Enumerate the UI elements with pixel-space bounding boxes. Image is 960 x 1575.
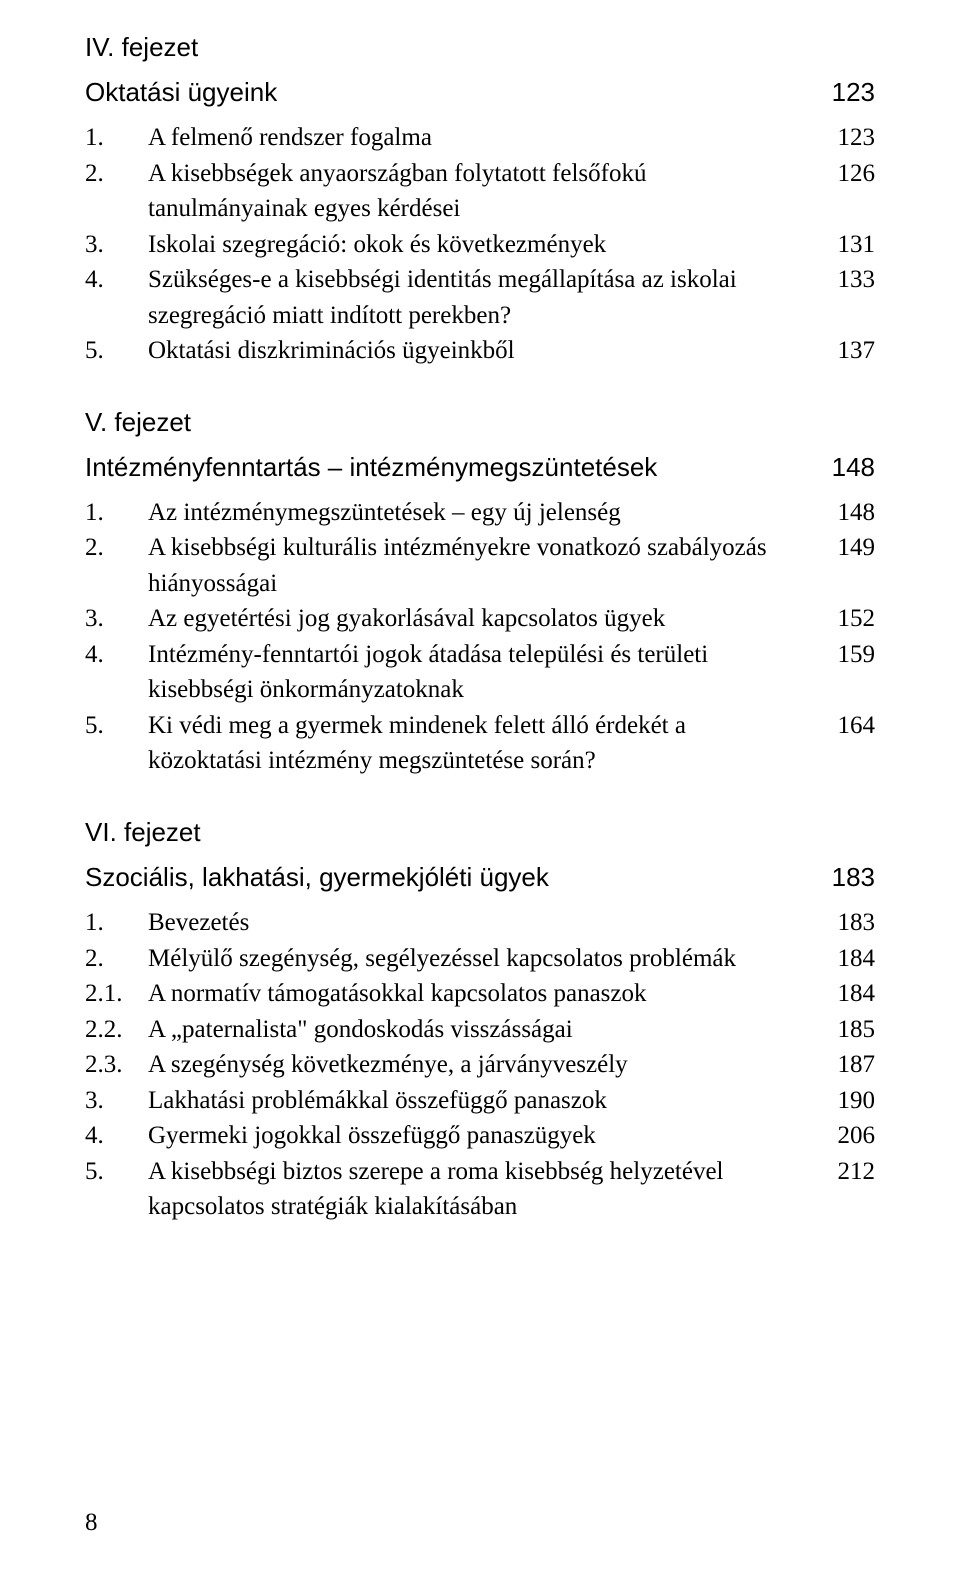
toc-page: 184 xyxy=(823,941,875,977)
chapter-title: Oktatási ügyeink xyxy=(85,75,277,110)
toc-num: 3. xyxy=(85,227,148,263)
toc-entry: 2.3. A szegénység következménye, a járvá… xyxy=(85,1047,875,1083)
toc-entry: 1. A felmenő rendszer fogalma 123 xyxy=(85,120,875,156)
toc-text: Lakhatási problémákkal összefüggő panasz… xyxy=(148,1083,823,1119)
toc-entry: 1. Az intézménymegszüntetések – egy új j… xyxy=(85,495,875,531)
toc-entry: 2.2. A „paternalista" gondoskodás visszá… xyxy=(85,1012,875,1048)
toc-page: 137 xyxy=(823,333,875,369)
toc-entry: 2. A kisebbségek anyaországban folytatot… xyxy=(85,156,875,227)
toc-text: A kisebbségi biztos szerepe a roma kiseb… xyxy=(148,1154,823,1225)
chapter-title-row: Oktatási ügyeink 123 xyxy=(85,75,875,110)
toc-num: 2.3. xyxy=(85,1047,148,1083)
chapter-title-page: 148 xyxy=(832,450,875,485)
toc-entry: 4. Gyermeki jogokkal összefüggő panaszüg… xyxy=(85,1118,875,1154)
toc-entry: 5. Ki védi meg a gyermek mindenek felett… xyxy=(85,708,875,779)
toc-text: A szegénység következménye, a járványves… xyxy=(148,1047,823,1083)
toc-page: 149 xyxy=(823,530,875,601)
toc-page: 126 xyxy=(823,156,875,227)
toc-text: Bevezetés xyxy=(148,905,823,941)
toc-text: Szükséges-e a kisebbségi identitás megál… xyxy=(148,262,823,333)
toc-text: Gyermeki jogokkal összefüggő panaszügyek xyxy=(148,1118,823,1154)
toc-entry: 1. Bevezetés 183 xyxy=(85,905,875,941)
toc-num: 4. xyxy=(85,637,148,708)
toc-text: Az intézménymegszüntetések – egy új jele… xyxy=(148,495,823,531)
toc-num: 3. xyxy=(85,601,148,637)
toc-page: 183 xyxy=(823,905,875,941)
toc-num: 3. xyxy=(85,1083,148,1119)
toc-num: 5. xyxy=(85,333,148,369)
toc-text: Az egyetértési jog gyakorlásával kapcsol… xyxy=(148,601,823,637)
toc-num: 1. xyxy=(85,120,148,156)
toc-page: 184 xyxy=(823,976,875,1012)
chapter-title: Intézményfenntartás – intézménymegszünte… xyxy=(85,450,657,485)
chapter-title-page: 183 xyxy=(832,860,875,895)
chapter-title-row: Intézményfenntartás – intézménymegszünte… xyxy=(85,450,875,485)
toc-entry: 5. A kisebbségi biztos szerepe a roma ki… xyxy=(85,1154,875,1225)
toc-page: 148 xyxy=(823,495,875,531)
chapter-title-row: Szociális, lakhatási, gyermekjóléti ügye… xyxy=(85,860,875,895)
toc-entry: 5. Oktatási diszkriminációs ügyeinkből 1… xyxy=(85,333,875,369)
toc-page: 131 xyxy=(823,227,875,263)
toc-text: A felmenő rendszer fogalma xyxy=(148,120,823,156)
toc-text: A kisebbségek anyaországban folytatott f… xyxy=(148,156,823,227)
toc-page: 206 xyxy=(823,1118,875,1154)
chapter-title: Szociális, lakhatási, gyermekjóléti ügye… xyxy=(85,860,549,895)
toc-num: 2. xyxy=(85,156,148,227)
chapter-heading: V. fejezet xyxy=(85,405,875,440)
toc-num: 5. xyxy=(85,1154,148,1225)
toc-entry: 4. Intézmény-fenntartói jogok átadása te… xyxy=(85,637,875,708)
toc-num: 1. xyxy=(85,905,148,941)
toc-page: 133 xyxy=(823,262,875,333)
chapter-heading: IV. fejezet xyxy=(85,30,875,65)
toc-page: 187 xyxy=(823,1047,875,1083)
toc-num: 2. xyxy=(85,530,148,601)
toc-num: 1. xyxy=(85,495,148,531)
toc-num: 2.1. xyxy=(85,976,148,1012)
toc-entry: 2. A kisebbségi kulturális intézményekre… xyxy=(85,530,875,601)
toc-num: 5. xyxy=(85,708,148,779)
toc-num: 2. xyxy=(85,941,148,977)
toc-entry: 3. Iskolai szegregáció: okok és következ… xyxy=(85,227,875,263)
toc-entry: 3. Lakhatási problémákkal összefüggő pan… xyxy=(85,1083,875,1119)
toc-num: 2.2. xyxy=(85,1012,148,1048)
toc-entry: 2.1. A normatív támogatásokkal kapcsolat… xyxy=(85,976,875,1012)
toc-text: Intézmény-fenntartói jogok átadása telep… xyxy=(148,637,823,708)
toc-page: 152 xyxy=(823,601,875,637)
chapter-heading: VI. fejezet xyxy=(85,815,875,850)
toc-entry: 3. Az egyetértési jog gyakorlásával kapc… xyxy=(85,601,875,637)
toc-text: A normatív támogatásokkal kapcsolatos pa… xyxy=(148,976,823,1012)
toc-entry: 4. Szükséges-e a kisebbségi identitás me… xyxy=(85,262,875,333)
toc-text: A kisebbségi kulturális intézményekre vo… xyxy=(148,530,823,601)
toc-text: Iskolai szegregáció: okok és következmén… xyxy=(148,227,823,263)
chapter-title-page: 123 xyxy=(832,75,875,110)
toc-page: 212 xyxy=(823,1154,875,1225)
toc-text: A „paternalista" gondoskodás visszássága… xyxy=(148,1012,823,1048)
toc-page: 185 xyxy=(823,1012,875,1048)
toc-page: 190 xyxy=(823,1083,875,1119)
toc-page: 123 xyxy=(823,120,875,156)
toc-text: Ki védi meg a gyermek mindenek felett ál… xyxy=(148,708,823,779)
toc-page: 159 xyxy=(823,637,875,708)
toc-num: 4. xyxy=(85,262,148,333)
toc-text: Mélyülő szegénység, segélyezéssel kapcso… xyxy=(148,941,823,977)
toc-num: 4. xyxy=(85,1118,148,1154)
toc-page: 164 xyxy=(823,708,875,779)
page-number: 8 xyxy=(85,1509,98,1537)
toc-text: Oktatási diszkriminációs ügyeinkből xyxy=(148,333,823,369)
toc-entry: 2. Mélyülő szegénység, segélyezéssel kap… xyxy=(85,941,875,977)
